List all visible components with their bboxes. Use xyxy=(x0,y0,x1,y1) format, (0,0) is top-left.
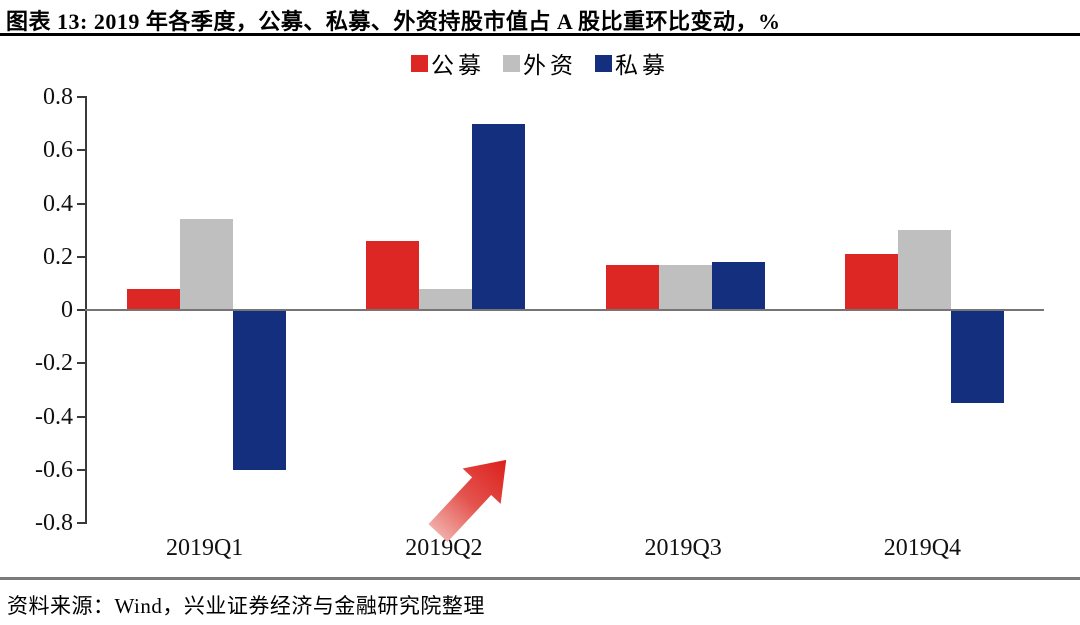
legend-label-public-funds: 公募 xyxy=(431,53,485,78)
legend-item-private-funds: 私募 xyxy=(595,46,669,80)
x-axis-label: 2019Q3 xyxy=(644,535,722,561)
legend-item-public-funds: 公募 xyxy=(411,46,485,80)
plot-area: 0.8 0.6 0.4 0.2 0 -0.2 -0.4 -0.6 -0.8 xyxy=(35,84,1044,542)
title-divider xyxy=(0,33,1080,36)
trend-up-arrow-icon xyxy=(428,459,507,542)
x-axis-label: 2019Q1 xyxy=(165,535,244,561)
bar-public-funds-2019Q3 xyxy=(605,265,659,310)
legend-label-foreign-capital: 外资 xyxy=(523,53,577,78)
y-axis-tick xyxy=(77,309,87,311)
legend-label-private-funds: 私募 xyxy=(615,53,669,78)
y-axis-label: 0.2 xyxy=(43,243,73,270)
bar-foreign-capital-2019Q1 xyxy=(180,219,234,310)
bar-foreign-capital-2019Q2 xyxy=(419,289,473,310)
x-axis-label: 2019Q2 xyxy=(405,535,483,561)
legend: 公募 外资 私募 xyxy=(0,50,1080,78)
bar-private-funds-2019Q3 xyxy=(711,262,765,310)
y-axis-tick xyxy=(77,468,87,471)
y-axis-tick xyxy=(77,202,87,205)
legend-swatch-private-funds-icon xyxy=(595,54,612,72)
y-axis-label: 0.4 xyxy=(43,190,73,217)
legend-swatch-public-funds-icon xyxy=(411,54,428,72)
y-axis-tick xyxy=(77,362,87,365)
bar-private-funds-2019Q2 xyxy=(472,124,526,310)
y-axis-label: 0.6 xyxy=(43,137,73,164)
legend-item-foreign-capital: 外资 xyxy=(503,46,577,80)
zero-baseline xyxy=(85,309,1044,311)
bar-public-funds-2019Q2 xyxy=(366,241,420,310)
bar-private-funds-2019Q1 xyxy=(233,310,287,470)
x-axis-labels: 2019Q1 2019Q2 2019Q3 2019Q4 xyxy=(85,535,1042,562)
y-axis-tick xyxy=(77,255,87,258)
y-axis-tick xyxy=(77,96,87,98)
y-axis-label: -0.2 xyxy=(35,350,73,377)
y-axis-tick xyxy=(77,415,87,418)
legend-swatch-foreign-capital-icon xyxy=(503,54,520,72)
bar-foreign-capital-2019Q3 xyxy=(658,265,712,310)
y-axis-label: 0.8 xyxy=(43,84,73,110)
y-axis-tick xyxy=(77,149,87,152)
bar-public-funds-2019Q1 xyxy=(127,289,181,310)
chart-title: 图表 13: 2019 年各季度，公募、私募、外资持股市值占 A 股比重环比变动… xyxy=(6,9,781,34)
y-axis-tick xyxy=(77,522,87,524)
bar-foreign-capital-2019Q4 xyxy=(897,230,951,310)
source-note: 资料来源：Wind，兴业证券经济与金融研究院整理 xyxy=(7,594,485,618)
y-axis-label: -0.8 xyxy=(35,510,73,536)
y-axis-label: -0.4 xyxy=(35,403,73,430)
x-axis-label: 2019Q4 xyxy=(883,535,962,561)
y-axis-label: -0.6 xyxy=(35,456,73,483)
footer-divider xyxy=(0,577,1080,580)
bar-private-funds-2019Q4 xyxy=(950,310,1004,403)
y-axis-label: 0 xyxy=(61,297,73,323)
bar-public-funds-2019Q4 xyxy=(844,254,898,310)
